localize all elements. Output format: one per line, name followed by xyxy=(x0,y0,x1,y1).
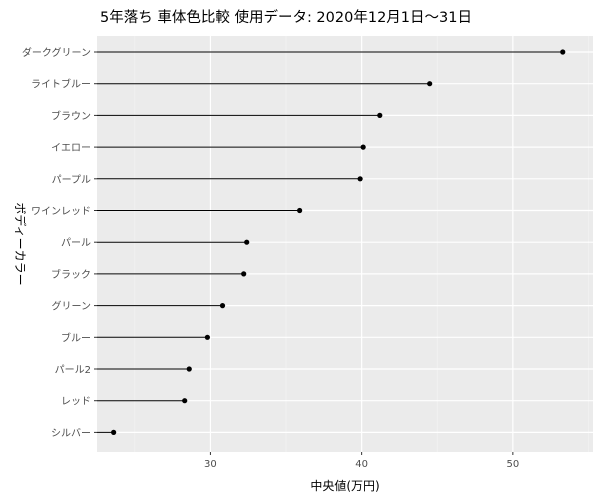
x-tick-label: 50 xyxy=(506,459,519,470)
y-axis-ticks: ダークグリーンライトブルーブラウンイエローパープルワインレッドパールブラックグリ… xyxy=(22,46,97,439)
data-point xyxy=(219,303,226,309)
x-tick-label: 30 xyxy=(204,459,217,470)
x-axis-ticks: 30 40 50 xyxy=(204,452,519,470)
y-tick-label: パープル xyxy=(52,174,91,186)
y-tick-label: ワインレッド xyxy=(31,207,91,218)
data-point xyxy=(241,271,247,277)
data-point xyxy=(560,49,566,55)
data-marks xyxy=(97,49,566,435)
data-point xyxy=(357,176,363,182)
y-tick-label: パール2 xyxy=(55,364,91,376)
y-tick-label: グリーン xyxy=(52,300,92,313)
chart-title: 5年落ち 車体色比較 使用データ: 2020年12月1日～31日 xyxy=(100,8,472,26)
y-tick-label: ライトブルー xyxy=(31,78,91,91)
data-point xyxy=(297,207,303,214)
plot-panel xyxy=(97,36,593,452)
data-point xyxy=(244,239,250,245)
y-tick-label: レッド xyxy=(61,397,91,408)
data-point xyxy=(377,112,383,118)
y-tick-label: パール xyxy=(61,237,91,249)
data-point xyxy=(204,334,210,340)
data-point xyxy=(360,144,366,150)
data-point xyxy=(111,429,117,435)
y-tick-label: ブラック xyxy=(51,268,91,281)
y-axis-title: ボディーカラー xyxy=(13,202,28,285)
x-axis-title: 中央値(万円) xyxy=(310,478,379,493)
x-tick-label: 40 xyxy=(355,459,368,470)
data-point xyxy=(186,366,192,372)
y-tick-label: ダークグリーン xyxy=(22,46,91,59)
y-tick-label: イエロー xyxy=(51,143,91,154)
data-point xyxy=(427,81,433,87)
y-tick-label: シルバー xyxy=(51,427,91,439)
y-tick-label: ブルー xyxy=(61,331,91,344)
data-point xyxy=(182,398,188,404)
y-tick-label: ブラウン xyxy=(51,109,91,122)
